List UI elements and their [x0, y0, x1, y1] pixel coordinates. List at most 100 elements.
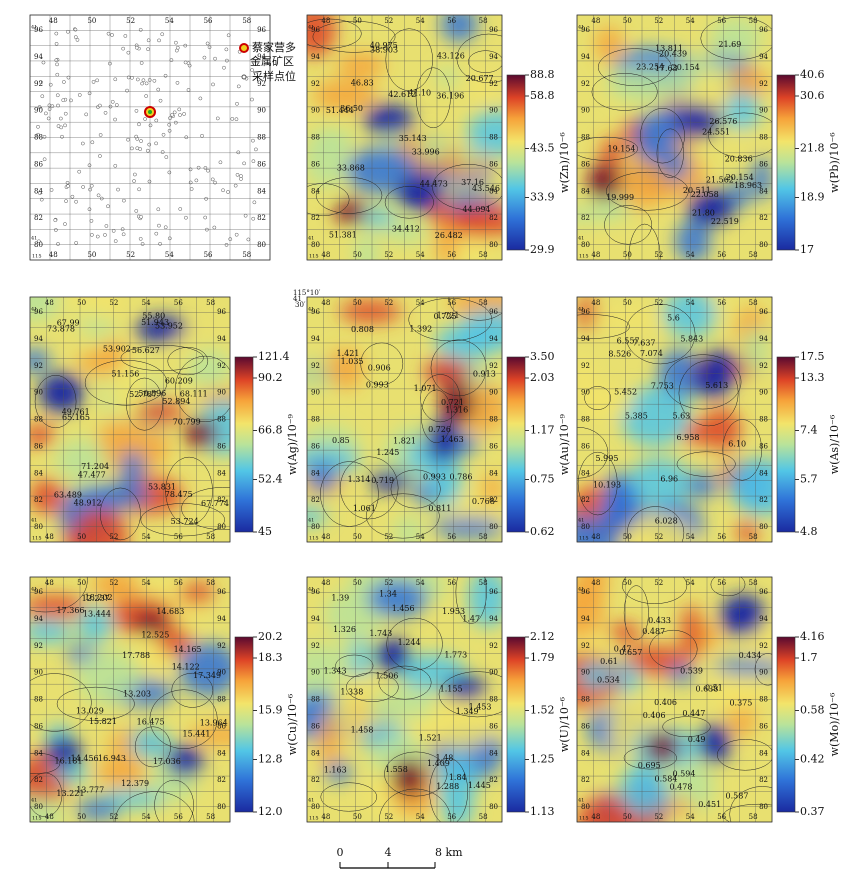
point-label: 21.562: [706, 176, 734, 185]
sample-point: [36, 132, 40, 137]
x-grid-label: 52: [654, 251, 663, 259]
x-grid-label: 48: [591, 813, 600, 821]
contour-line: [84, 359, 168, 406]
sample-point: [156, 87, 161, 92]
point-label: 21.80: [692, 208, 715, 217]
corner-label: 115: [32, 536, 42, 542]
sample-point: [135, 146, 140, 151]
field-blob: [645, 732, 680, 762]
x-grid-label: 58: [749, 17, 758, 25]
y-grid-label: 82: [217, 496, 226, 504]
point-label: 34.412: [392, 225, 420, 234]
sample-point: [139, 139, 143, 143]
contour-line: [628, 223, 661, 260]
point-label: 1.506: [375, 672, 398, 681]
sample-point: [251, 216, 256, 221]
point-label: 0.808: [351, 325, 374, 334]
field-blob: [318, 712, 340, 769]
sample-point: [206, 168, 210, 173]
x-grid-label: 52: [109, 299, 118, 307]
y-grid-label: 86: [34, 442, 43, 450]
x-grid-label: 50: [353, 251, 362, 259]
y-grid-label: 92: [311, 80, 320, 88]
field-blob: [578, 662, 615, 689]
y-grid-label: 86: [489, 722, 498, 730]
x-grid-label: 58: [206, 579, 215, 587]
sample-point: [174, 40, 178, 45]
y-grid-label: 96: [759, 26, 768, 34]
point-label: 0.993: [366, 380, 389, 389]
sample-point: [183, 60, 188, 65]
x-grid-label: 56: [717, 533, 726, 541]
y-grid-label: 82: [759, 214, 768, 222]
colorbar-label: 1.25: [530, 753, 555, 766]
field-blob: [52, 763, 90, 783]
contour-line: [597, 48, 672, 86]
sample-point: [225, 58, 229, 63]
y-grid-label: 96: [311, 588, 320, 596]
x-grid-label: 56: [174, 579, 183, 587]
point-label: 5.843: [680, 335, 703, 344]
y-grid-label: 82: [489, 214, 498, 222]
x-grid-label: 58: [749, 299, 758, 307]
field-blob: [423, 357, 469, 387]
contour-line: [30, 673, 92, 732]
point-label: 1.421: [336, 349, 359, 358]
sample-point: [134, 45, 139, 50]
sample-point: [154, 118, 159, 123]
point-label: 46.83: [351, 78, 374, 87]
corner-label: 41: [578, 798, 584, 804]
legend-text: 金属矿区: [250, 54, 294, 68]
y-grid-label: 82: [311, 776, 320, 784]
sample-point: [114, 103, 119, 107]
point-label: 55.80: [142, 311, 165, 320]
legend-point-symbol: [241, 74, 247, 80]
point-label: 53.952: [155, 321, 183, 330]
sample-point: [75, 38, 80, 42]
x-grid-label: 48: [591, 579, 600, 587]
y-grid-label: 84: [581, 749, 590, 757]
corner-label: 41: [308, 518, 314, 524]
y-grid-label: 80: [217, 803, 226, 811]
colorbar-label: 2.03: [530, 371, 555, 384]
sample-point: [36, 124, 40, 129]
contour-line: [729, 786, 772, 822]
point-label: 1.458: [351, 726, 374, 735]
colorbar: [776, 636, 796, 813]
contour-line: [604, 205, 653, 245]
sample-point: [87, 207, 92, 212]
sample-point: [158, 98, 163, 103]
contour-line: [307, 18, 362, 49]
sample-point: [38, 191, 42, 195]
colorbar-label: 1.7: [800, 651, 818, 664]
point-label: 26.482: [435, 231, 463, 240]
point-label: 63.489: [54, 490, 82, 499]
y-grid-label: 96: [581, 588, 590, 596]
point-label: 0.447: [682, 709, 705, 718]
sample-point: [89, 219, 94, 223]
point-label: 0.906: [368, 363, 391, 372]
axis-label: w(Cu)/10⁻⁶: [286, 693, 299, 755]
colorbar-label: 13.3: [800, 371, 825, 384]
point-label: 50.896: [138, 389, 166, 398]
point-label: 13.203: [123, 690, 151, 699]
point-label: 0.768: [472, 497, 495, 506]
sample-point: [182, 112, 186, 116]
contour-line: [716, 739, 772, 771]
point-label: 1.338: [340, 688, 363, 697]
sample-point: [146, 148, 150, 153]
point-label: 0.726: [428, 425, 451, 434]
sample-point: [184, 135, 189, 140]
point-label: 68.111: [180, 389, 208, 398]
colorbar-label: 17: [800, 243, 814, 256]
field-blobs: [577, 297, 772, 542]
y-grid-label: 82: [34, 214, 43, 222]
point-label: 1.245: [376, 448, 399, 457]
colorbar-label: 18.9: [800, 191, 825, 204]
contour-line: [56, 686, 135, 721]
field-blob: [446, 233, 496, 260]
point-label: 1.349: [456, 707, 479, 716]
sample-point: [54, 41, 59, 46]
